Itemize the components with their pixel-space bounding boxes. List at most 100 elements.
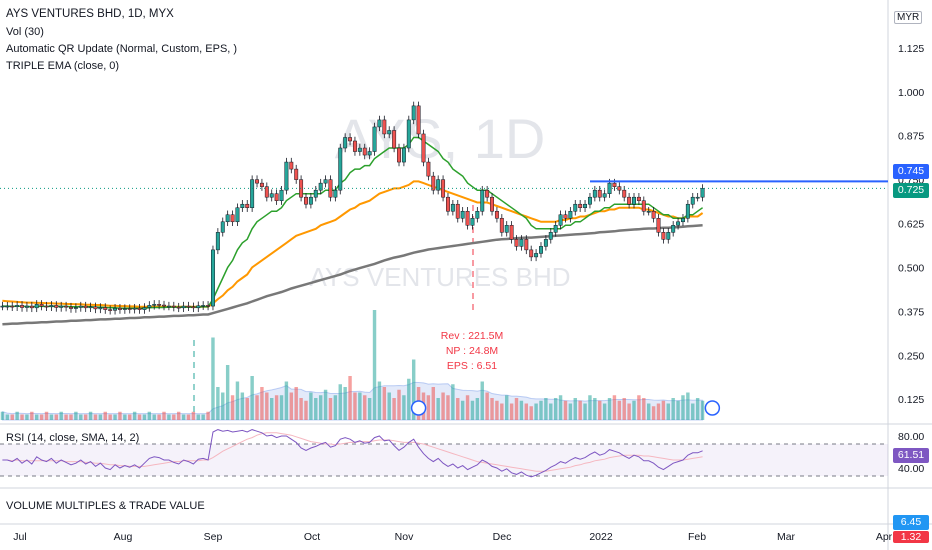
candle-body	[299, 179, 304, 198]
vol-legend[interactable]: Vol (30)	[6, 26, 44, 38]
candle-body	[64, 305, 69, 308]
candle-body	[294, 168, 299, 180]
candle-body	[250, 179, 255, 208]
time-axis[interactable]: Jul Aug Sep Oct Nov Dec 2022 Feb Mar Apr	[13, 531, 892, 543]
volume-bar	[593, 398, 597, 420]
resistance-line[interactable]	[0, 180, 888, 189]
time-tick-label: Dec	[493, 531, 512, 543]
candle-body	[166, 305, 171, 308]
volume-bar	[98, 414, 103, 420]
volume-bar	[128, 414, 132, 420]
time-tick-label: Mar	[777, 531, 796, 543]
rsi-tick-label: 80.00	[898, 431, 924, 443]
candles	[0, 101, 705, 315]
volume-bar	[676, 400, 680, 420]
candle-body	[152, 304, 157, 306]
symbol-legend[interactable]: AYS VENTURES BHD, 1D, MYX	[6, 8, 174, 20]
candle-body	[573, 203, 578, 212]
volume-bar	[132, 411, 137, 420]
volume-bar	[505, 395, 509, 420]
rsi-band	[0, 444, 888, 476]
candle-body	[685, 203, 690, 219]
volume-bar	[318, 395, 323, 420]
volume-bar	[387, 392, 391, 420]
price-tick-label: 0.500	[898, 262, 924, 274]
volume-bar	[314, 398, 318, 420]
volume-bar	[446, 395, 450, 420]
candle-body	[73, 307, 78, 309]
candle-body	[142, 307, 147, 310]
volume-bar	[612, 395, 617, 420]
currency-label[interactable]: MYR	[894, 11, 923, 24]
volume-bar	[598, 400, 602, 420]
volume-bar	[196, 414, 200, 420]
candle-body	[279, 189, 284, 201]
vmtv-legend[interactable]: VOLUME MULTIPLES & TRADE VALUE	[6, 500, 205, 512]
volume-bar	[563, 400, 568, 420]
rsi-ma-line	[2, 432, 703, 472]
candle-body	[690, 196, 695, 205]
candle-body	[480, 189, 485, 212]
candle-body	[578, 203, 583, 208]
volume-bar	[323, 389, 328, 420]
time-tick-label: Apr	[876, 531, 893, 543]
candle-body	[612, 182, 617, 187]
candle-body	[0, 305, 5, 308]
volume-bar	[123, 414, 127, 420]
price-tick-label: 0.375	[898, 306, 924, 318]
candle-body	[308, 196, 313, 205]
volume-bar	[348, 376, 352, 420]
qr-legend[interactable]: Automatic QR Update (Normal, Custom, EPS…	[6, 43, 238, 55]
volume-bar	[191, 411, 196, 420]
candle-body	[617, 186, 622, 191]
volume-bar	[431, 387, 435, 420]
volume-bar	[353, 392, 357, 420]
volume-bar	[642, 398, 646, 420]
volume-bar	[397, 389, 401, 420]
candle-body	[592, 189, 597, 198]
candle-body	[171, 305, 176, 308]
candle-body	[235, 207, 240, 223]
candle-body	[372, 126, 377, 152]
volume-bar	[588, 395, 592, 420]
candle-body	[54, 305, 59, 308]
candle-body	[524, 239, 529, 251]
candle-body	[34, 304, 39, 309]
candle-body	[196, 305, 201, 309]
volume-bar	[181, 414, 186, 420]
candle-body	[421, 133, 426, 163]
volume-bar	[113, 414, 117, 420]
dividend-badge	[410, 400, 427, 416]
volume-bar	[691, 403, 695, 420]
annotation-np: NP : 24.8M	[445, 345, 499, 357]
earnings-badges[interactable]	[410, 400, 721, 416]
volume-bar	[270, 398, 274, 420]
candle-body	[401, 147, 406, 163]
candle-body	[201, 305, 206, 307]
candle-body	[225, 214, 230, 223]
ema-legend[interactable]: TRIPLE EMA (close, 0)	[6, 60, 120, 72]
volume-bar	[470, 400, 475, 420]
volume-bar	[225, 365, 230, 420]
volume-bar	[20, 414, 24, 420]
candle-body	[636, 196, 641, 201]
candle-body	[539, 246, 543, 254]
candle-body	[622, 189, 627, 198]
volume-bar	[681, 395, 685, 420]
candle-body	[284, 161, 289, 191]
volume-bar	[509, 403, 514, 420]
rsi-legend[interactable]: RSI (14, close, SMA, 14, 2)	[6, 432, 140, 444]
dividend-badge	[704, 400, 721, 416]
volume-bar	[309, 392, 313, 420]
volume-bar	[172, 414, 176, 420]
volume-bar	[411, 359, 416, 420]
volume-bar	[475, 398, 480, 420]
candle-body	[411, 105, 416, 121]
volume-bar	[108, 414, 112, 420]
candle-body	[117, 307, 122, 310]
volume-bar	[83, 414, 88, 420]
volume-bar	[206, 411, 210, 420]
price-tick-label: 0.250	[898, 350, 924, 362]
candle-body	[475, 210, 480, 219]
